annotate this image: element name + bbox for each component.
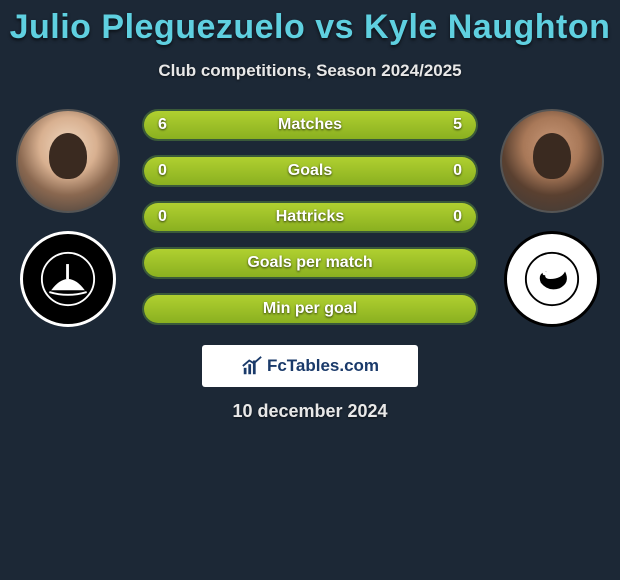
player1-club-badge (20, 231, 116, 327)
stat-value-right: 0 (453, 203, 462, 231)
attribution-text: FcTables.com (267, 356, 379, 376)
stat-label: Goals (144, 157, 476, 185)
stat-row: Min per goal (142, 293, 478, 325)
stat-value-right: 0 (453, 157, 462, 185)
player2-avatar (500, 109, 604, 213)
chart-icon (241, 355, 263, 377)
player2-club-badge (504, 231, 600, 327)
stat-row: 6 5Matches (142, 109, 478, 141)
player1-avatar (16, 109, 120, 213)
stat-label: Hattricks (144, 203, 476, 231)
comparison-body: 65Matches00Goals00HattricksGoals per mat… (0, 109, 620, 327)
stat-value-right: 5 (453, 111, 462, 139)
swansea-icon (524, 251, 580, 307)
stat-label: Goals per match (144, 249, 476, 277)
stat-label: Matches (144, 111, 476, 139)
stat-value-left: 0 (158, 157, 167, 185)
comparison-date: 10 december 2024 (0, 401, 620, 422)
stat-row: 0 0Hattricks (142, 201, 478, 233)
comparison-title: Julio Pleguezuelo vs Kyle Naughton (0, 0, 620, 47)
stat-row: Goals per match (142, 247, 478, 279)
stat-row: 0 0Goals (142, 155, 478, 187)
player1-column (8, 109, 128, 327)
stat-label: Min per goal (144, 295, 476, 323)
attribution-badge: FcTables.com (202, 345, 418, 387)
stat-value-left: 0 (158, 203, 167, 231)
plymouth-icon (40, 251, 96, 307)
stats-bars: 65Matches00Goals00HattricksGoals per mat… (128, 109, 492, 327)
player2-column (492, 109, 612, 327)
stat-value-left: 6 (158, 111, 167, 139)
season-subtitle: Club competitions, Season 2024/2025 (0, 61, 620, 81)
